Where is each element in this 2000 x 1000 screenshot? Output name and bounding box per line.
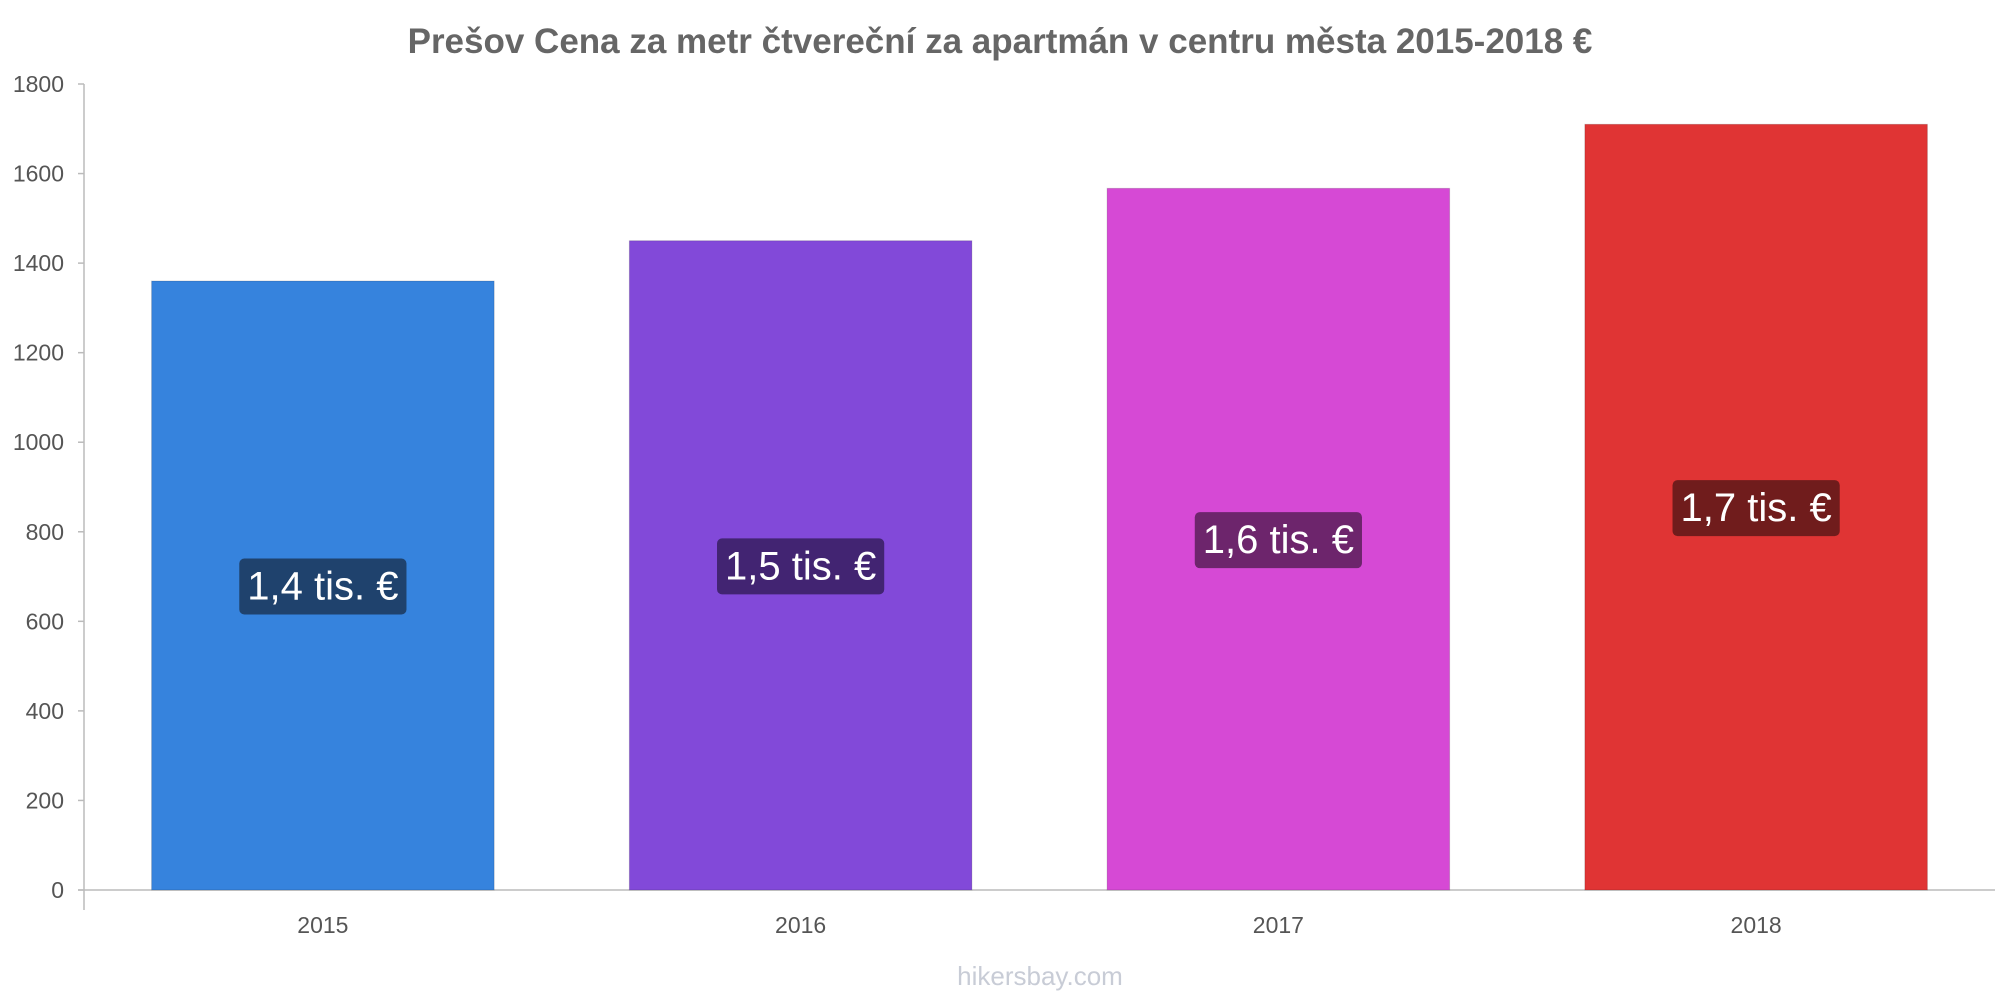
y-axis: 0 200 400 600 800 1000 1200 1400 1600 1800 <box>13 71 85 910</box>
bar-2017 <box>1106 187 1451 891</box>
y-tick-label: 0 <box>51 877 64 903</box>
y-tick-label: 1600 <box>13 161 64 187</box>
bars <box>151 123 1928 891</box>
y-tick-label: 200 <box>26 787 64 813</box>
y-tick-label: 800 <box>26 519 64 545</box>
x-tick-label: 2015 <box>297 912 348 938</box>
data-label-bg <box>717 538 885 595</box>
x-axis: 2015 2016 2017 2018 <box>78 889 1995 938</box>
data-label-2015: 1,4 tis. € <box>239 558 407 615</box>
x-tick-label: 2017 <box>1253 912 1304 938</box>
y-tick-label: 1400 <box>13 250 64 276</box>
data-label-bg <box>239 558 407 615</box>
x-tick-label: 2016 <box>775 912 826 938</box>
y-tick-label: 1200 <box>13 340 64 366</box>
data-label-bg <box>1194 512 1362 569</box>
data-label-text: 1,4 tis. € <box>247 565 398 609</box>
x-tick-label: 2018 <box>1731 912 1782 938</box>
data-label-text: 1,6 tis. € <box>1203 518 1354 562</box>
y-tick-label: 1800 <box>13 71 64 97</box>
data-label-2016: 1,5 tis. € <box>717 538 885 595</box>
y-tick-label: 400 <box>26 698 64 724</box>
y-tick-label: 1000 <box>13 429 64 455</box>
watermark: hikersbay.com <box>957 961 1123 991</box>
data-label-text: 1,7 tis. € <box>1681 486 1832 530</box>
data-label-bg <box>1672 480 1840 537</box>
chart-title: Prešov Cena za metr čtvereční za apartmá… <box>408 22 1593 61</box>
data-label-text: 1,5 tis. € <box>725 544 876 588</box>
data-labels: 1,4 tis. € 1,5 tis. € 1,6 tis. € 1,7 tis. € <box>239 480 1840 615</box>
data-label-2017: 1,6 tis. € <box>1194 512 1362 569</box>
y-tick-label: 600 <box>26 608 64 634</box>
data-label-2018: 1,7 tis. € <box>1672 480 1840 537</box>
